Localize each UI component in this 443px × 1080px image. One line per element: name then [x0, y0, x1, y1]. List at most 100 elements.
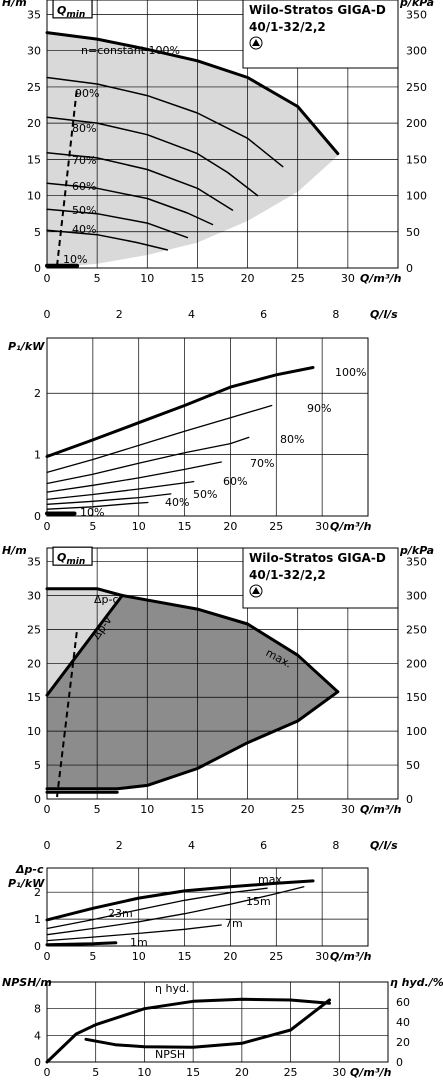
curve-60-	[46, 182, 214, 226]
x-secondary-tick-label: 6	[260, 308, 267, 321]
x-tick-label: 0	[44, 1066, 51, 1079]
curve--hyd-	[45, 997, 331, 1064]
y-tick-label: 1	[34, 913, 41, 926]
y-tick-label: 20	[27, 657, 41, 670]
x-tick-label: 15	[190, 803, 204, 816]
curve-label: n=constant 100%	[81, 44, 180, 57]
x-tick-label: 15	[190, 272, 204, 285]
curve-label: 70%	[72, 154, 96, 167]
x-tick-label: 0	[44, 803, 51, 816]
x-tick-label: 10	[132, 950, 146, 963]
y-right-tick-label: 40	[396, 1016, 410, 1029]
y-right-tick-label: 50	[406, 226, 420, 239]
y-tick-label: 35	[27, 8, 41, 21]
x-tick-label: 5	[92, 1066, 99, 1079]
y-right-tick-label: 200	[406, 117, 427, 130]
x-tick-label: 0	[44, 272, 51, 285]
title-box	[242, 0, 399, 69]
x-secondary-axis-label: Q/l/s	[370, 308, 398, 321]
qmin-line	[56, 86, 79, 266]
dp-v-area	[47, 595, 338, 789]
power-curve-90	[46, 404, 273, 474]
y-right-tick-label: 350	[406, 8, 427, 21]
power-control-label: 1m	[130, 936, 148, 949]
x-tick-label: 15	[178, 950, 192, 963]
power-curve-40	[46, 501, 149, 510]
y-right-tick-label: 150	[406, 691, 427, 704]
x-tick-label: 30	[341, 272, 355, 285]
curve-label: 60%	[72, 180, 96, 193]
y-right-tick-label: 60	[396, 996, 410, 1009]
x-tick-label: 25	[291, 272, 305, 285]
x-secondary-tick-label: 0	[44, 308, 51, 321]
power-control-7m	[46, 924, 222, 942]
chart-power-speed: 0 5 10 15 20 25 30 0 1 2 100% 90% 80% 70%60% 50% 40% 10%…	[8, 337, 372, 533]
x-axis-label: Q/m³/h	[360, 803, 402, 816]
y-axis-label: H/m	[2, 544, 27, 557]
y-right-tick-label: 0	[406, 793, 413, 806]
y-tick-label: 35	[27, 556, 41, 569]
x-tick-label: 20	[223, 950, 237, 963]
x-tick-label: 5	[89, 520, 96, 533]
curve-label: 90%	[75, 87, 99, 100]
power-curve-50	[46, 493, 172, 505]
x-secondary-tick-label: 4	[188, 308, 195, 321]
y-tick-label: 15	[27, 691, 41, 704]
dp-c-label: Δp-c	[94, 593, 119, 606]
y-axis-label: H/m	[2, 0, 27, 9]
power-curve-70	[46, 461, 222, 493]
x-tick-label: 30	[332, 1066, 346, 1079]
x-tick-label: 5	[89, 950, 96, 963]
power-control-23m	[46, 887, 268, 930]
qmin-box	[52, 546, 93, 566]
curve-label: 80%	[72, 122, 96, 135]
y-right-axis-label: p/kPa	[399, 0, 434, 9]
y-axis-label: P₁/kW	[8, 877, 45, 890]
y-tick-label: 0	[34, 510, 41, 523]
qmin-label: Qmin	[57, 551, 85, 567]
curve-40-	[46, 229, 169, 251]
y-right-tick-label: 250	[406, 623, 427, 636]
x-tick-label: 5	[94, 803, 101, 816]
y-axis-top-label: Δp-c	[15, 863, 44, 876]
y-right-axis-label: p/kPa	[399, 544, 434, 557]
x-axis-label: Q/m³/h	[350, 1066, 392, 1079]
power-control-label: 15m	[246, 895, 271, 908]
y-tick-label: 1	[34, 449, 41, 462]
power-curve-label: 40%	[165, 496, 189, 509]
x-secondary-axis-label: Q/l/s	[370, 839, 398, 852]
y-tick-label: 0	[34, 1056, 41, 1069]
x-tick-label: 5	[94, 272, 101, 285]
power-curve-80	[46, 436, 250, 485]
y-tick-label: 25	[27, 623, 41, 636]
y-tick-label: 15	[27, 153, 41, 166]
pump-symbol-icon	[249, 36, 263, 50]
y-tick-label: 8	[34, 1003, 41, 1016]
curve-label: 40%	[72, 223, 96, 236]
power-control-max	[45, 879, 315, 922]
curve-90-	[46, 76, 284, 168]
y-tick-label: 20	[27, 117, 41, 130]
y-tick-label: 0	[34, 262, 41, 275]
y-right-tick-label: 100	[406, 190, 427, 203]
x-tick-label: 20	[223, 520, 237, 533]
operating-range-area	[47, 32, 338, 268]
x-tick-label: 10	[137, 1066, 151, 1079]
power-control-15m	[46, 886, 305, 936]
x-tick-label: 30	[315, 950, 329, 963]
y-right-tick-label: 300	[406, 45, 427, 58]
curve-80-	[46, 116, 259, 197]
x-axis-label: Q/m³/h	[330, 520, 372, 533]
x-secondary-tick-label: 0	[44, 839, 51, 852]
x-secondary-tick-label: 4	[188, 839, 195, 852]
x-tick-label: 0	[44, 950, 51, 963]
y-right-tick-label: 20	[396, 1036, 410, 1049]
y-tick-label: 5	[34, 759, 41, 772]
y-right-axis-label: η hyd./%	[390, 976, 443, 989]
x-secondary-tick-label: 8	[332, 839, 339, 852]
y-tick-label: 2	[34, 886, 41, 899]
y-tick-label: 30	[27, 589, 41, 602]
x-tick-label: 20	[241, 803, 255, 816]
